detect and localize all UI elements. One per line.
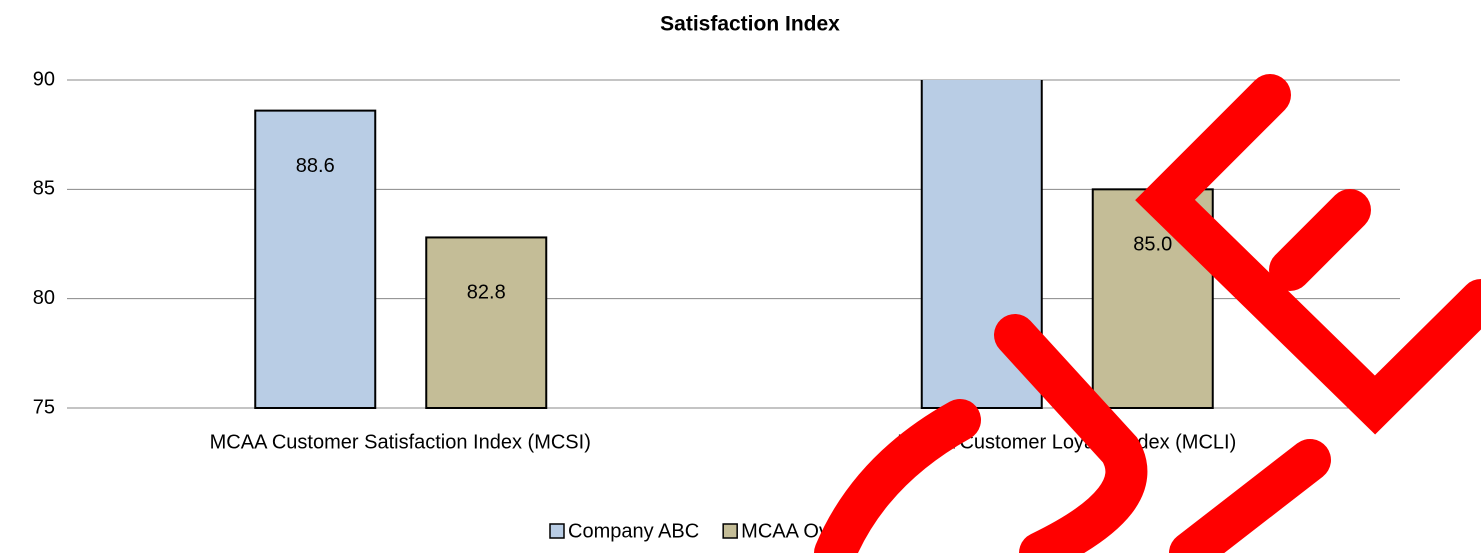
legend-swatch xyxy=(723,524,737,538)
legend-swatch xyxy=(550,524,564,538)
y-tick-label: 75 xyxy=(33,396,55,418)
legend-label: Company ABC xyxy=(568,520,699,542)
x-tick-label: MCAA Customer Satisfaction Index (MCSI) xyxy=(210,431,591,453)
watermark-stroke xyxy=(1190,460,1310,553)
watermark-stroke xyxy=(1290,210,1350,270)
y-tick-label: 90 xyxy=(33,68,55,90)
value-label: 85.0 xyxy=(1133,234,1172,256)
y-tick-label: 85 xyxy=(33,178,55,200)
y-tick-label: 80 xyxy=(33,287,55,309)
watermark-stroke xyxy=(835,420,960,553)
chart-title: Satisfaction Index xyxy=(660,13,840,36)
value-label: 82.8 xyxy=(467,282,506,304)
chart: Satisfaction Index 75 80 85 90 MCAA Customer… xyxy=(0,0,1481,553)
value-label: 88.6 xyxy=(296,155,335,177)
bar xyxy=(426,237,546,408)
